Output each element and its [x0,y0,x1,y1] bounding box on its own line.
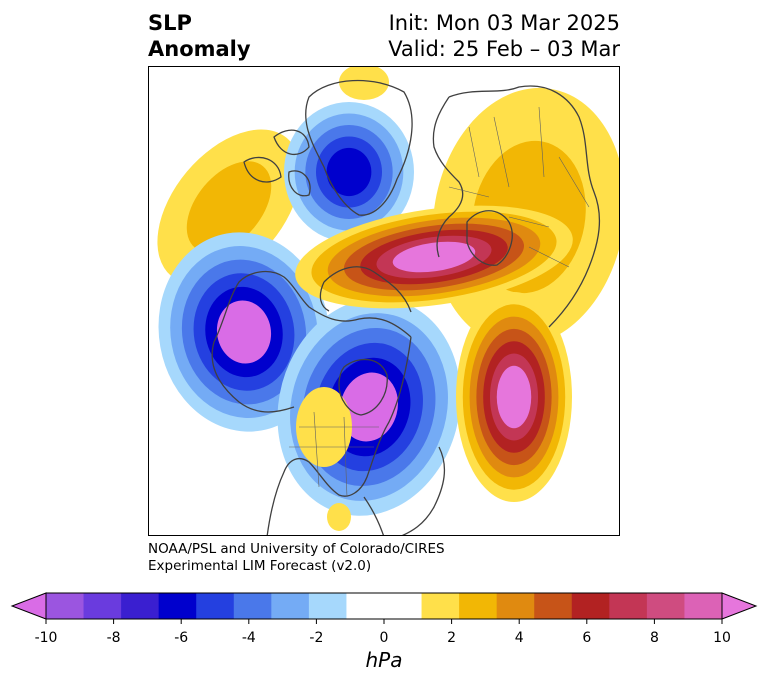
credit-line-1: NOAA/PSL and University of Colorado/CIRE… [148,541,445,557]
colorbar-tick-label: -8 [107,630,121,646]
coast-eurasia [432,85,601,328]
colorbar-cells [46,593,723,619]
colorbar-tick-label: 0 [380,630,389,646]
colorbar-cell [121,593,160,619]
coast-hudson-bay [338,358,388,416]
colorbar-tick-label: -2 [309,630,323,646]
colorbar-tick-label: 4 [515,630,524,646]
colorbar-tick-label: 6 [582,630,591,646]
colorbar-tick-label: 8 [650,630,659,646]
title-line-1: SLP [148,11,192,35]
map-panel [148,66,620,536]
arctic-low-level-5 [326,147,372,197]
coast-mexico [363,446,446,535]
political-borders [289,106,590,498]
colorbar-cell [384,593,423,619]
colorbar-cell [233,593,272,619]
coast-greenland [305,79,413,216]
map-title: SLP Anomaly [148,10,251,62]
pacific-low-level-6 [216,300,272,364]
colorbar-cell [83,593,122,619]
valid-period: Valid: 25 Feb – 03 Mar [388,37,620,61]
colorbar-ticks: -10 -8 -6 -4 -2 0 2 4 6 8 10 [35,619,731,646]
forecast-dates: Init: Mon 03 Mar 2025 Valid: 25 Feb – 03… [388,10,620,62]
colorbar-under-arrow [10,592,47,620]
colorbar-cell [609,593,648,619]
colorbar-cell [271,593,310,619]
arctic-ridge-high-level-7 [392,241,476,273]
coast-alaska [319,266,412,313]
colorbar-tick-label: -4 [242,630,256,646]
colorbar-cell [196,593,235,619]
colorbar-tick-label: 2 [447,630,456,646]
coast-north-america [211,270,412,535]
caribbean-high-level-1 [327,503,351,531]
coast-arctic-islands [243,129,311,197]
colorbar-cell [646,593,685,619]
arctic-low [284,102,414,242]
anomaly-field [157,67,619,531]
colorbar-cell [571,593,610,619]
credit-line-2: Experimental LIM Forecast (v2.0) [148,558,372,574]
na-low-level-6 [340,372,398,442]
colorbar-cell [421,593,460,619]
europe-high-level-7 [496,365,532,429]
colorbar-tick-label: -10 [35,630,58,646]
colorbar-cell [346,593,385,619]
anomaly-map [157,67,619,535]
colorbar-cell [308,593,347,619]
caribbean-high [327,503,351,531]
arctic-high-patch [339,67,389,100]
title-line-2: Anomaly [148,37,251,61]
coastlines [211,79,601,535]
colorbar: -10 -8 -6 -4 -2 0 2 4 6 8 10 [10,592,758,646]
colorbar-cell [46,593,85,619]
init-date: Init: Mon 03 Mar 2025 [388,11,620,35]
colorbar-tick-label: 10 [713,630,731,646]
pacific-high-level-2 [186,161,272,253]
credit-text: NOAA/PSL and University of Colorado/CIRE… [148,541,445,575]
coast-scandinavia [466,210,513,266]
colorbar-cell [459,593,498,619]
colorbar-cell [158,593,197,619]
colorbar-tick-label: -6 [174,630,188,646]
colorbar-cell [684,593,723,619]
colorbar-unit-label: hPa [365,648,403,672]
europe-high [456,292,572,502]
colorbar-over-arrow [721,592,758,620]
colorbar-cell [496,593,535,619]
colorbar-cell [534,593,573,619]
arctic-high-patch-level-1 [339,67,389,100]
